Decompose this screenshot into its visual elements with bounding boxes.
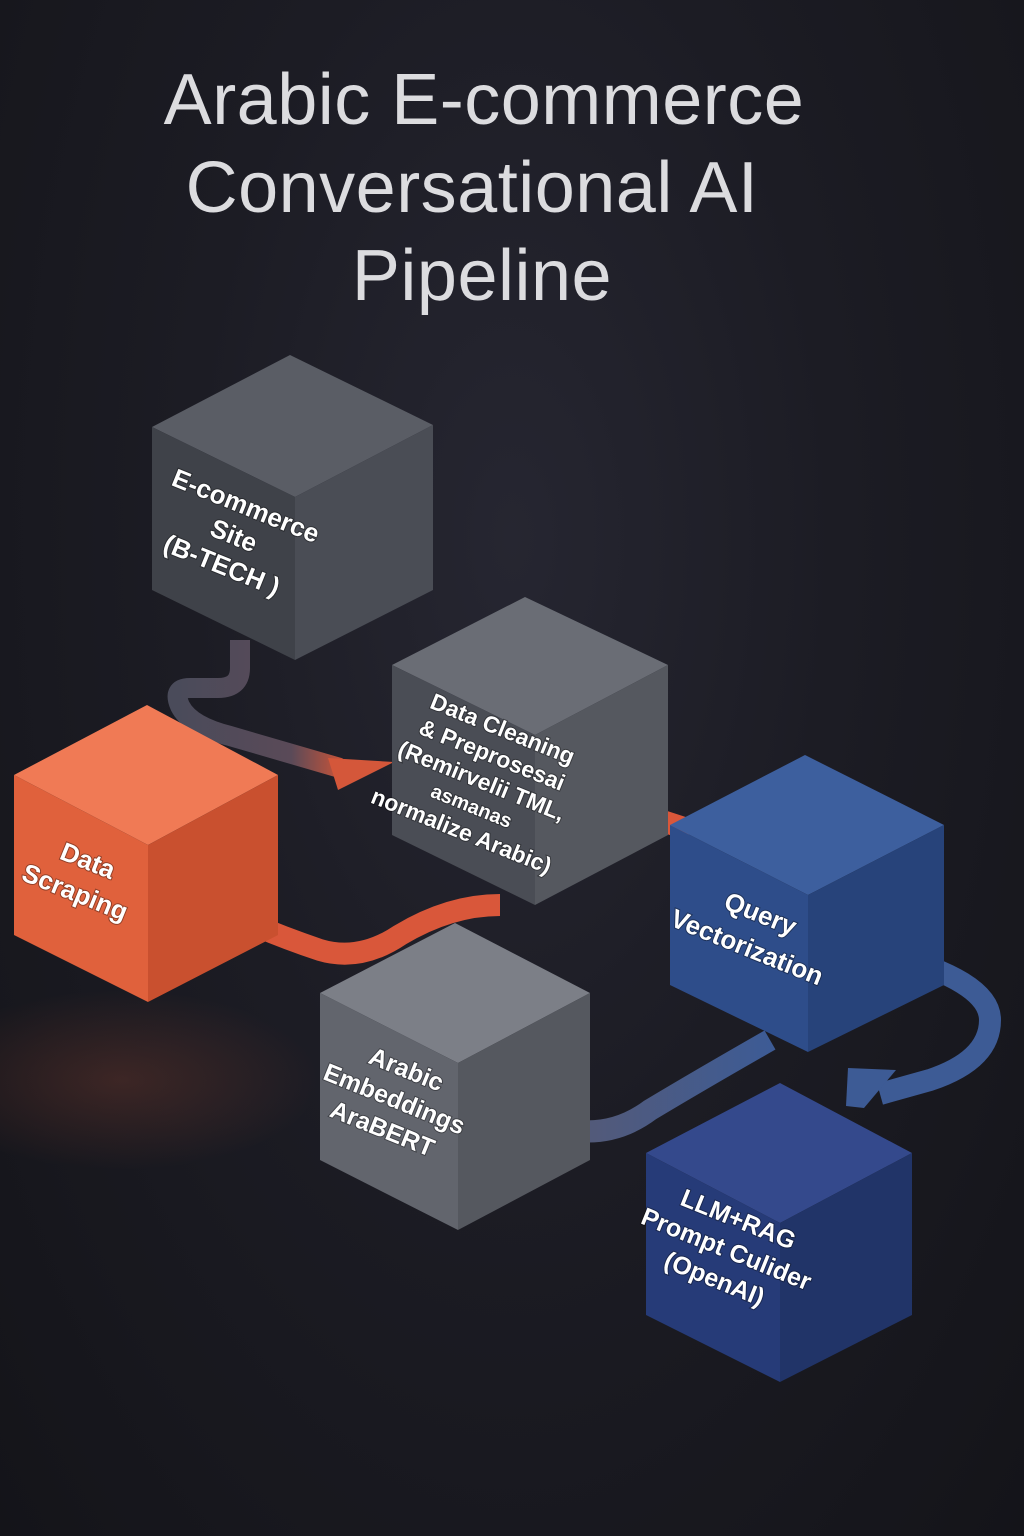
node-data-cleaning: Data Cleaning & Preprosesai (Remirvelii … <box>367 597 668 905</box>
node-arabic-embeddings: Arabic Embeddings AraBERT <box>318 923 590 1230</box>
node-data-scraping: Data Scraping <box>14 705 278 1002</box>
arrowhead-icon <box>328 758 394 790</box>
arrowhead-icon <box>846 1068 896 1108</box>
title-line-1: Arabic E-commerce <box>163 60 805 140</box>
orange-glow <box>0 990 320 1170</box>
node-query-vectorization: Query Vectorization <box>665 755 944 1052</box>
title-line-2: Conversational AI <box>185 148 759 228</box>
node-llm-rag: LLM+RAG Prompt Culider (OpenAI) <box>636 1083 912 1382</box>
node-ecommerce-site: E-commerce Site (B-TECH ) <box>152 355 433 660</box>
connector-ecommerce-to-cleaning <box>167 640 394 790</box>
title-line-3: Pipeline <box>351 236 613 316</box>
page-title: Arabic E-commerce Conversational AI Pipe… <box>0 56 1024 320</box>
